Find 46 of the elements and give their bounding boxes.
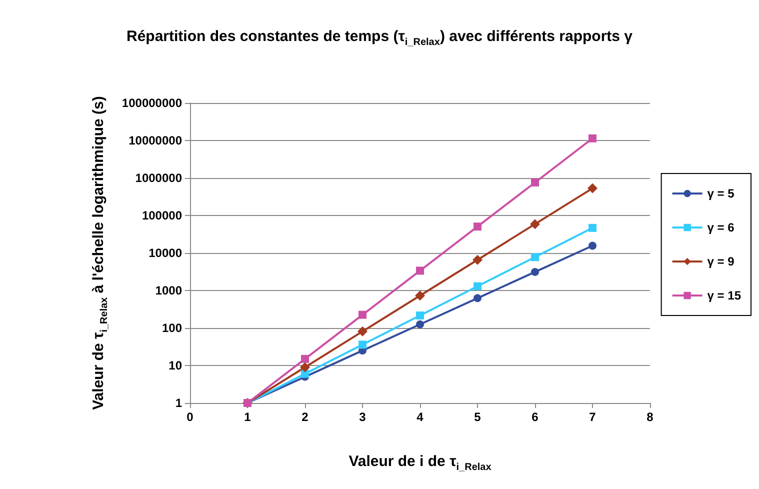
point (474, 282, 482, 290)
point (358, 310, 366, 319)
point (358, 326, 368, 336)
point (472, 254, 482, 265)
y-tick-label: 1000 (155, 284, 182, 298)
point (474, 222, 482, 231)
x-tick-label: 4 (416, 410, 424, 424)
point (416, 266, 424, 275)
y-tick-label: 10000 (148, 246, 182, 260)
y-tick-label: 100 (162, 321, 182, 335)
x-tick-label: 2 (302, 410, 309, 424)
point (531, 268, 539, 276)
y-tick-label: 100000000 (122, 96, 182, 110)
y-tick-label: 1 (175, 396, 182, 410)
x-tick-label: 8 (646, 410, 654, 424)
x-tick-label: 3 (359, 410, 366, 424)
point (588, 224, 596, 232)
point (474, 294, 482, 302)
y-tick-label: 1000000 (135, 171, 182, 185)
point (300, 362, 310, 372)
legend-label: γ = 5 (707, 186, 735, 200)
x-tick-label: 1 (244, 410, 252, 424)
legend-label: γ = 15 (707, 288, 742, 302)
chart-title: Répartition des constantes de temps (τ$_{i_Relax}$) avec différents rapports γ (125, 28, 634, 48)
point (301, 370, 309, 378)
legend-label: γ = 6 (707, 220, 735, 234)
point (416, 320, 424, 328)
y-tick-label: 10000000 (128, 134, 182, 148)
point (588, 183, 598, 194)
point (416, 311, 424, 320)
y-tick-label: 100000 (142, 208, 182, 222)
point (530, 219, 540, 230)
x-tick-label: 5 (474, 410, 482, 424)
point (415, 290, 425, 301)
point (358, 340, 366, 349)
point (588, 242, 596, 250)
x-tick-label: 0 (186, 410, 194, 424)
legend-label: γ = 9 (707, 254, 735, 268)
point (531, 178, 539, 186)
x-axis-title: Valeur de i de τ$_{i_Relax}$ (348, 453, 492, 473)
point (588, 134, 596, 142)
point (301, 354, 309, 363)
x-tick-label: 6 (532, 410, 539, 424)
point (531, 253, 539, 262)
y-tick-label: 10 (168, 358, 182, 372)
x-tick-label: 7 (589, 410, 596, 424)
